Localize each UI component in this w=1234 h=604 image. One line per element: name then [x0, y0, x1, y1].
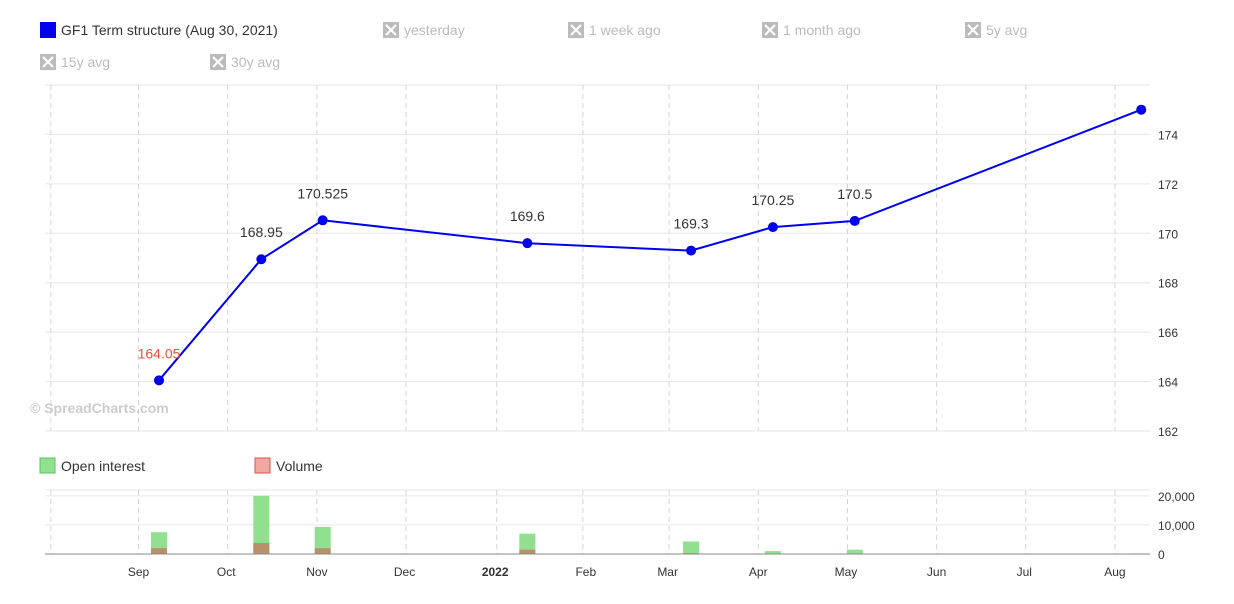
data-point[interactable] — [154, 375, 164, 385]
x-tick-label: Apr — [749, 565, 768, 579]
volume-bar — [253, 543, 269, 554]
data-label: 164.05 — [138, 345, 181, 361]
data-label: 170.5 — [837, 186, 872, 202]
x-tick-label: 2022 — [482, 565, 509, 579]
x-tick-label: Nov — [306, 565, 327, 579]
x-tick-label: Dec — [394, 565, 415, 579]
y-tick-label: 174 — [1158, 128, 1178, 142]
data-label: 169.6 — [510, 208, 545, 224]
data-label: 169.3 — [674, 216, 709, 232]
open-interest-legend-label[interactable]: Open interest — [61, 458, 145, 474]
data-point[interactable] — [256, 254, 266, 264]
open-interest-swatch — [40, 458, 55, 473]
y-tick-label: 172 — [1158, 178, 1178, 192]
data-label: 170.525 — [297, 185, 348, 201]
data-point[interactable] — [1136, 105, 1146, 115]
price-series: 164.05 168.95 170.525 169.6 169.3 170.25 170.5 — [138, 105, 1147, 386]
legend-item[interactable]: yesterday — [383, 22, 465, 38]
legend-item[interactable]: 15y avg — [40, 54, 110, 70]
legend-item[interactable]: 5y avg — [965, 22, 1027, 38]
data-point[interactable] — [768, 222, 778, 232]
y-tick-label: 170 — [1158, 227, 1178, 241]
legend-label: 5y avg — [986, 22, 1027, 38]
x-tick-label: Aug — [1104, 565, 1125, 579]
data-point[interactable] — [686, 246, 696, 256]
volume-legend-label[interactable]: Volume — [276, 458, 323, 474]
volume-y-tick-label: 20,000 — [1158, 490, 1195, 504]
legend-label: GF1 Term structure (Aug 30, 2021) — [61, 22, 278, 38]
volume-bar — [315, 548, 331, 554]
watermark-text: © SpreadCharts.com — [30, 400, 169, 416]
volume-y-tick-label: 0 — [1158, 548, 1165, 562]
volume-swatch — [255, 458, 270, 473]
axes: 162 164 166 168 170 172 174 0 10,000 20,000 Sep Oct… — [45, 128, 1195, 579]
x-tick-label: Mar — [657, 565, 678, 579]
y-tick-label: 168 — [1158, 277, 1178, 291]
legend-item[interactable]: 30y avg — [210, 54, 280, 70]
legend-label: 30y avg — [231, 54, 280, 70]
legend-label: 1 month ago — [783, 22, 861, 38]
legend-item[interactable]: GF1 Term structure (Aug 30, 2021) — [40, 22, 278, 38]
legend-item[interactable]: 1 month ago — [762, 22, 861, 38]
volume-bar — [519, 550, 535, 554]
data-point[interactable] — [318, 215, 328, 225]
data-point[interactable] — [850, 216, 860, 226]
y-tick-label: 164 — [1158, 376, 1178, 390]
data-label: 170.25 — [751, 192, 794, 208]
y-tick-label: 166 — [1158, 326, 1178, 340]
x-tick-label: Jul — [1017, 565, 1032, 579]
volume-legend: Open interest Volume — [40, 458, 323, 474]
legend-label: yesterday — [404, 22, 465, 38]
data-label: 168.95 — [240, 224, 283, 240]
legend-item[interactable]: 1 week ago — [568, 22, 661, 38]
volume-y-tick-label: 10,000 — [1158, 519, 1195, 533]
legend-swatch — [40, 22, 56, 38]
y-tick-label: 162 — [1158, 425, 1178, 439]
series-line — [159, 110, 1141, 381]
legend: GF1 Term structure (Aug 30, 2021) yesterd… — [40, 22, 1027, 70]
x-tick-label: Oct — [217, 565, 236, 579]
open-interest-bar — [847, 550, 863, 554]
data-point[interactable] — [522, 238, 532, 248]
open-interest-bar — [683, 541, 699, 554]
legend-label: 15y avg — [61, 54, 110, 70]
x-tick-label: Sep — [128, 565, 150, 579]
legend-label: 1 week ago — [589, 22, 661, 38]
x-tick-label: Jun — [927, 565, 946, 579]
x-tick-label: May — [835, 565, 858, 579]
volume-bar — [151, 548, 167, 554]
x-tick-label: Feb — [575, 565, 596, 579]
